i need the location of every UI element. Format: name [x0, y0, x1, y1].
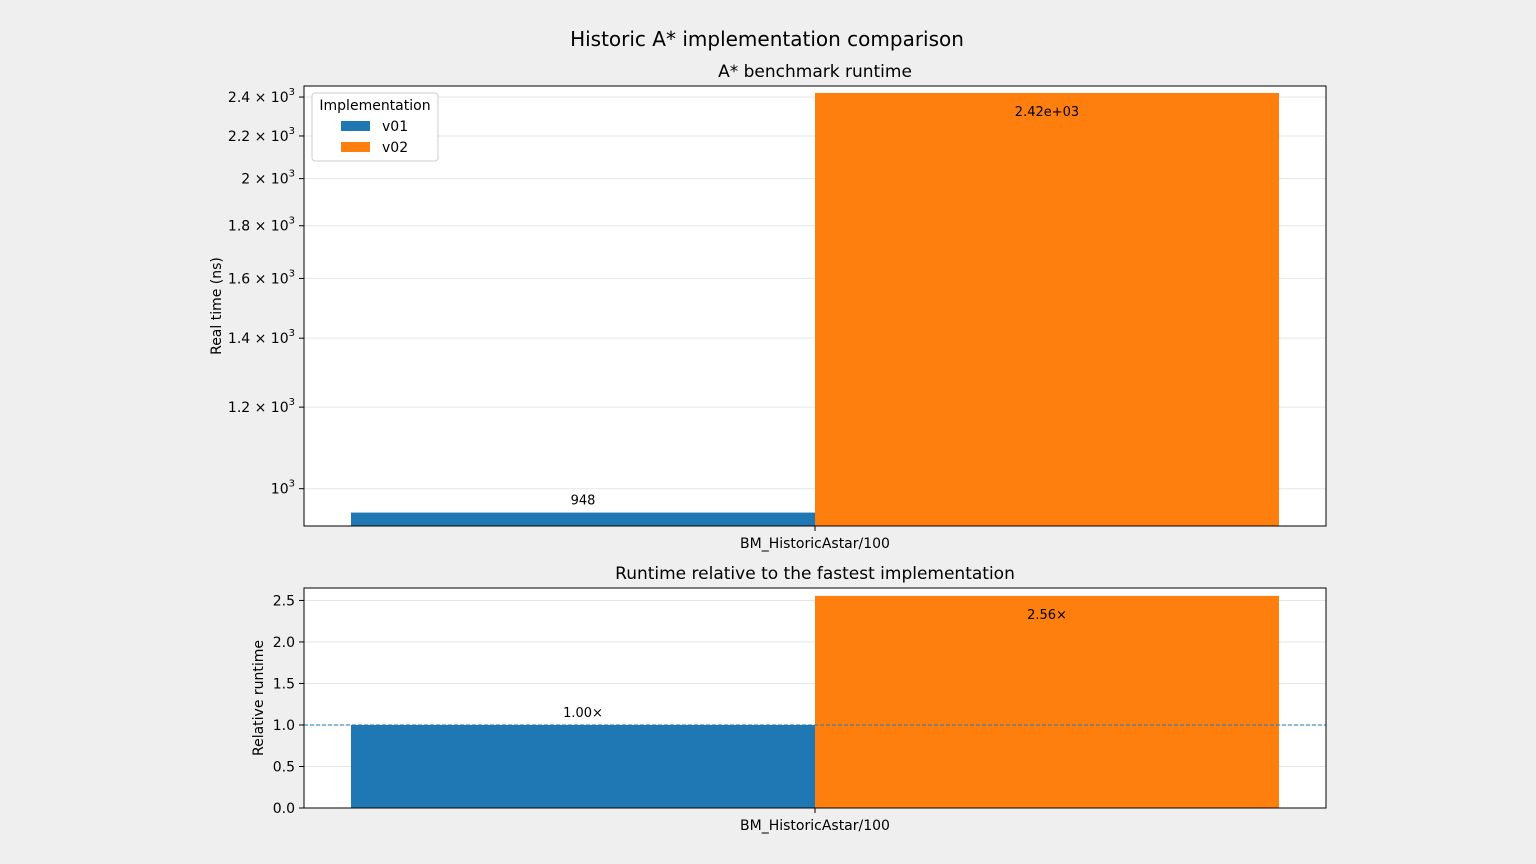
- runtime-y-ticks: 103 1.2 × 103 1.4 × 103 1.6 × 103 1.8 × 103 2…: [228, 87, 304, 498]
- relative-y-axis-label: Relative runtime: [251, 640, 267, 756]
- relative-chart: 1.00× 2.56× 0.0 0.5 1.0 1.5 2.0 2.5 BM_Histori…: [251, 564, 1327, 834]
- legend-label-v02: v02: [382, 140, 408, 156]
- relative-bar-label-v01: 1.00×: [563, 706, 603, 721]
- relative-bar-v01: [351, 724, 815, 808]
- relative-y-ticks: 0.0 0.5 1.0 1.5 2.0 2.5: [273, 593, 304, 817]
- runtime-y-tick-label: 1.8 × 103: [228, 216, 295, 235]
- relative-y-tick-label: 0.5: [273, 759, 295, 775]
- relative-y-tick-label: 1.5: [273, 676, 295, 692]
- relative-bar-label-v02: 2.56×: [1027, 608, 1067, 623]
- runtime-bar-label-v02: 2.42e+03: [1015, 105, 1079, 120]
- runtime-bars: 948 2.42e+03: [351, 92, 1279, 526]
- relative-x-tick-label: BM_HistoricAstar/100: [740, 818, 890, 834]
- runtime-y-tick-label: 1.6 × 103: [228, 268, 295, 287]
- legend: Implementation v01 v02: [311, 92, 439, 162]
- runtime-bar-v02: [815, 92, 1279, 526]
- runtime-chart-title: A* benchmark runtime: [718, 62, 912, 82]
- relative-chart-title: Runtime relative to the fastest implemen…: [615, 564, 1015, 584]
- runtime-bar-label-v01: 948: [571, 494, 596, 509]
- runtime-bar-v01: [351, 512, 815, 526]
- figure-title: Historic A* implementation comparison: [570, 27, 964, 51]
- runtime-chart: 948 2.42e+03 103 1.2 × 103 1.4 × 103 1.6 × 1…: [209, 62, 1327, 552]
- legend-swatch-v01: [341, 121, 370, 131]
- runtime-y-tick-label: 1.4 × 103: [228, 328, 295, 347]
- relative-y-tick-label: 2.5: [273, 593, 295, 609]
- relative-y-tick-label: 1.0: [273, 718, 295, 734]
- runtime-y-tick-label: 2.2 × 103: [228, 126, 295, 145]
- runtime-x-tick-label: BM_HistoricAstar/100: [740, 536, 890, 552]
- runtime-y-tick-label: 2 × 103: [241, 169, 295, 188]
- relative-y-tick-label: 2.0: [273, 635, 295, 651]
- relative-y-tick-label: 0.0: [273, 801, 295, 817]
- relative-bar-v02: [815, 595, 1279, 808]
- legend-title: Implementation: [319, 98, 430, 114]
- runtime-y-tick-label: 2.4 × 103: [228, 87, 295, 106]
- runtime-y-tick-label: 103: [271, 479, 295, 498]
- legend-label-v01: v01: [382, 119, 408, 135]
- relative-bars: 1.00× 2.56×: [351, 595, 1279, 808]
- legend-swatch-v02: [341, 142, 370, 152]
- runtime-y-axis-label: Real time (ns): [209, 257, 225, 355]
- runtime-y-tick-label: 1.2 × 103: [228, 397, 295, 416]
